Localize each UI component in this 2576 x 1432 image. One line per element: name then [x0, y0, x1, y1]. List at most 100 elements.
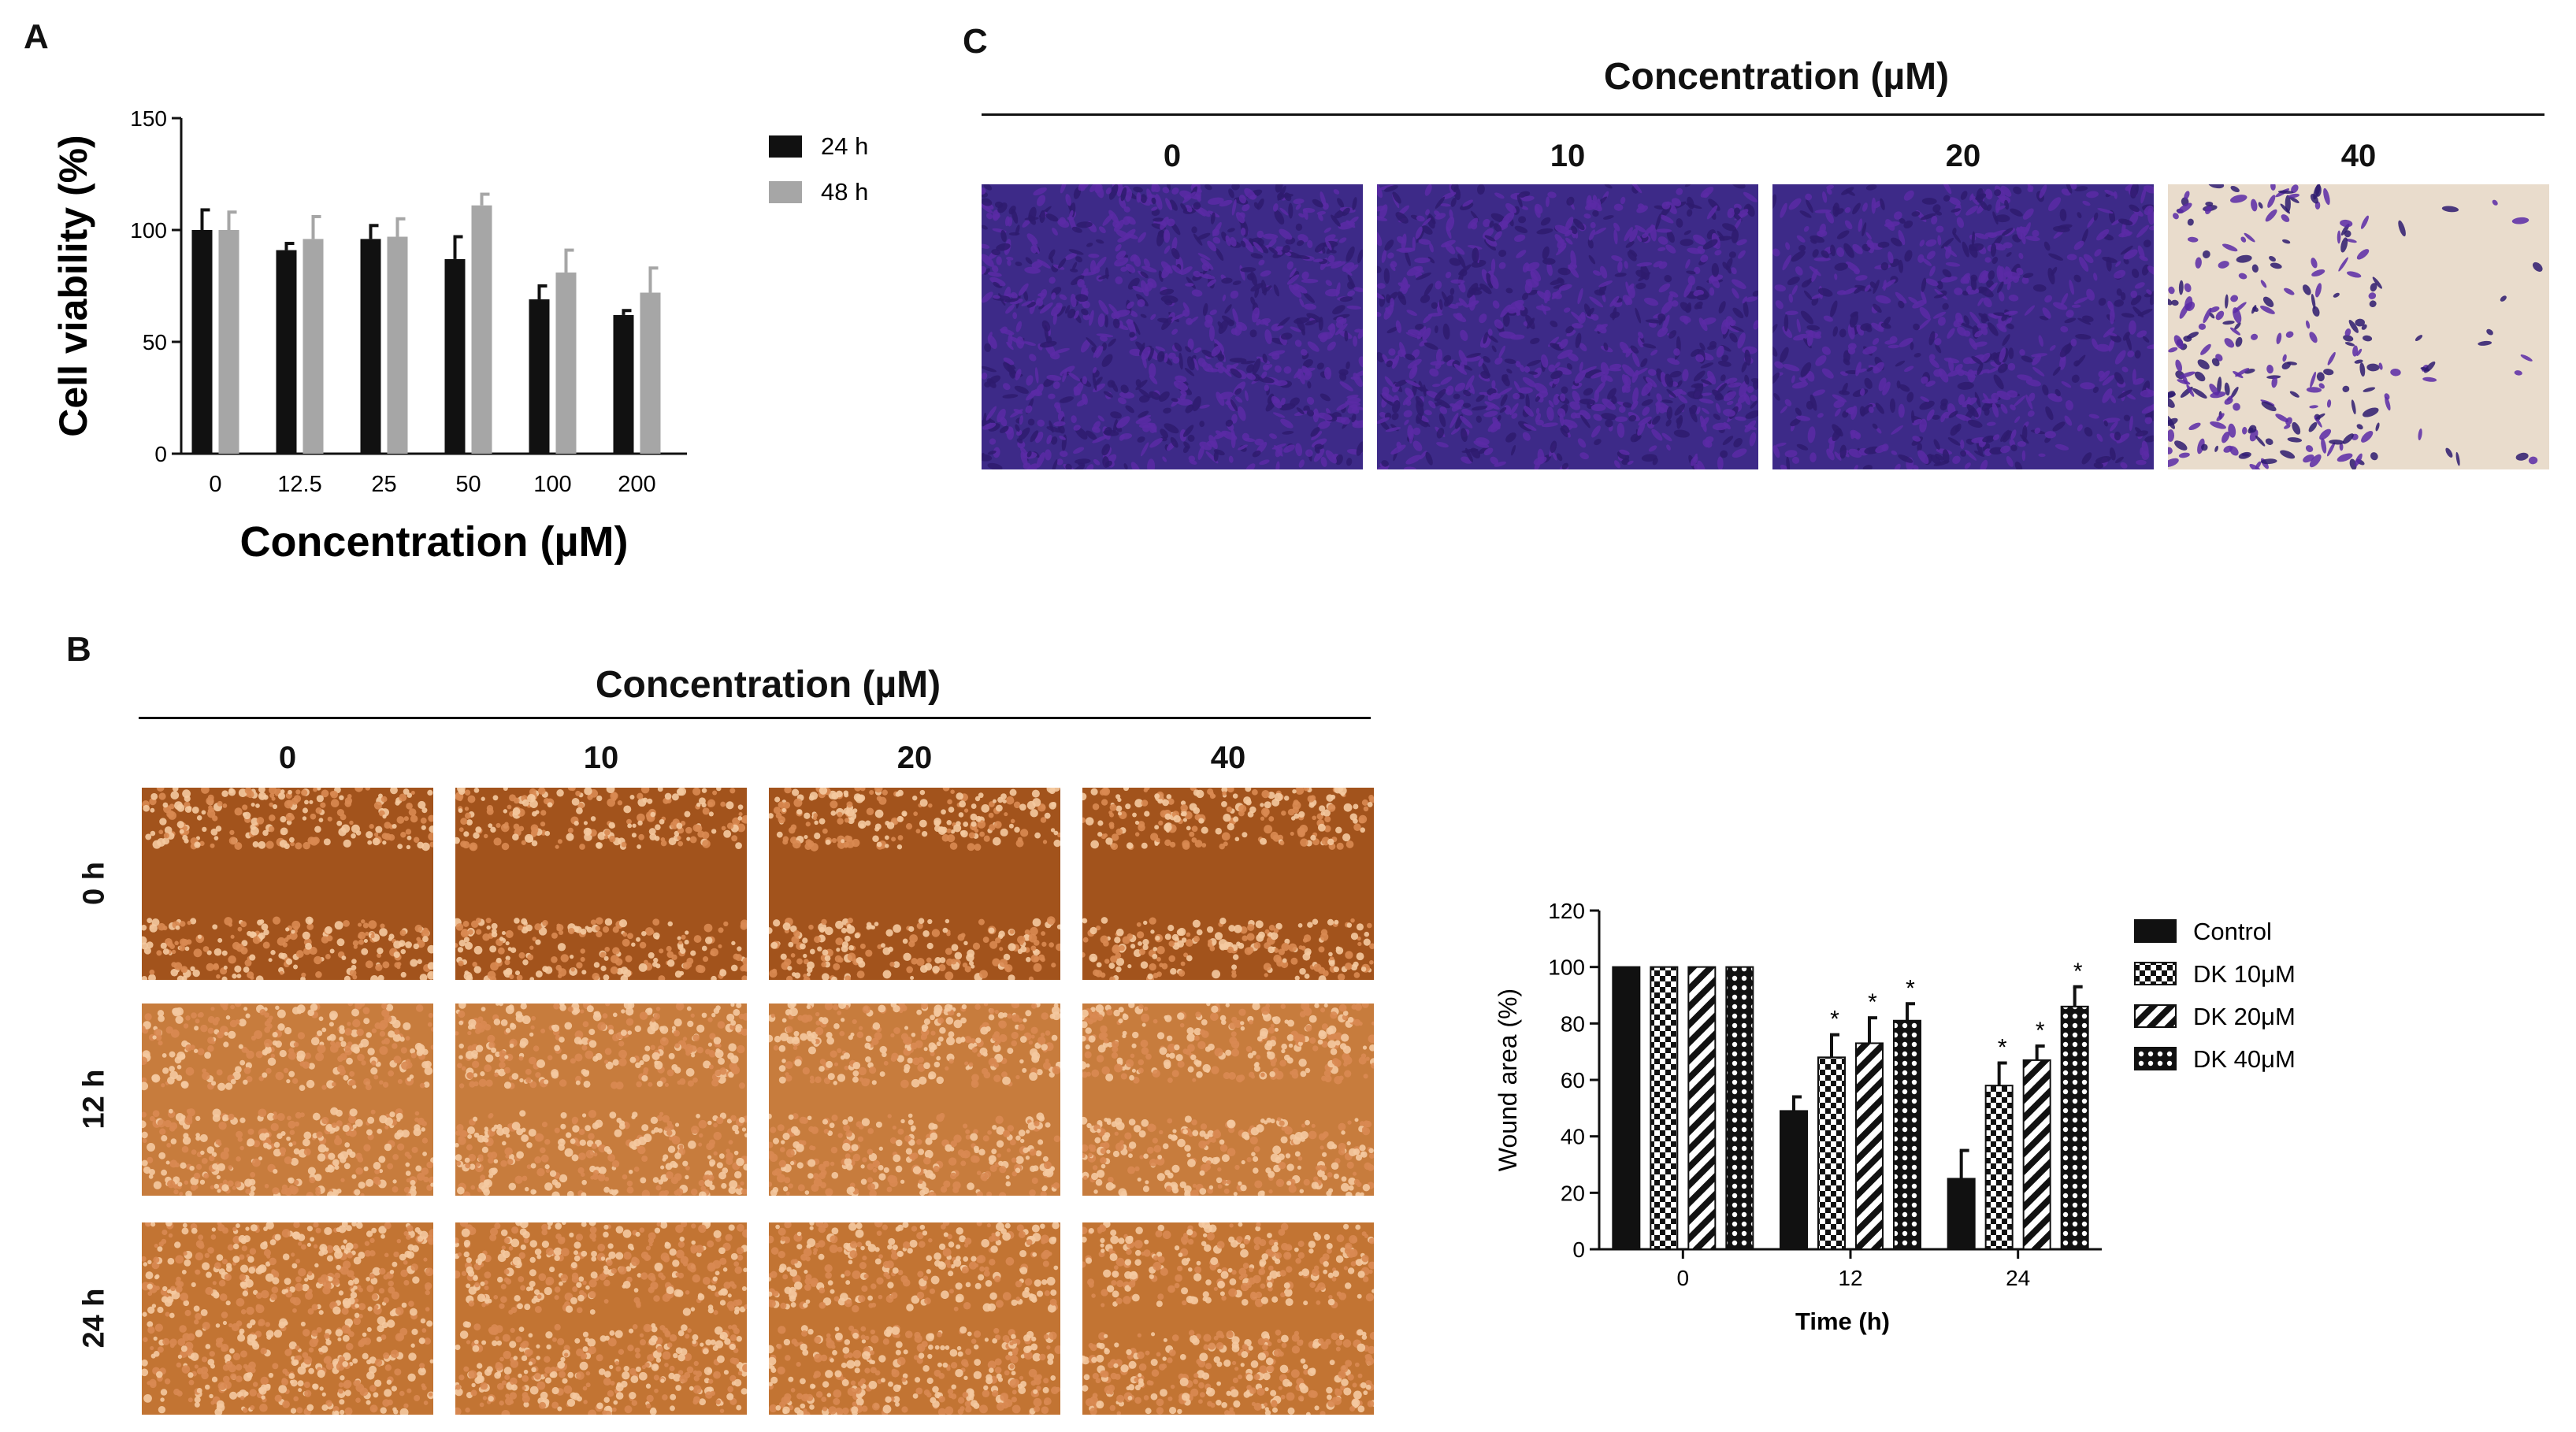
- wound-micrograph: [769, 1004, 1060, 1196]
- wound-micrograph: [455, 1004, 747, 1196]
- transwell-micrograph: [2168, 184, 2549, 469]
- chart-a-x-tick-label: 200: [618, 472, 655, 497]
- chart-b-legend-label: DK 10μM: [2193, 960, 2296, 988]
- chart-b-significance: *: [1998, 1035, 2007, 1061]
- chart-a-y-tick-label: 50: [143, 330, 167, 354]
- chart-a-legend-swatch: [769, 135, 802, 158]
- chart-a-bar: [555, 272, 577, 454]
- chart-a-bar: [387, 236, 408, 454]
- panel-c-column-label: 20: [1945, 139, 1981, 173]
- chart-b-significance: *: [2073, 959, 2083, 985]
- chart-a-legend-label: 24 h: [821, 132, 868, 160]
- wound-micrograph: [142, 1004, 433, 1196]
- chart-b-y-tick-label: 0: [1572, 1237, 1585, 1262]
- transwell-micrograph: [982, 184, 1363, 469]
- chart-b-bar: [1780, 1110, 1808, 1250]
- panel-b-column-label: 10: [583, 740, 619, 775]
- chart-a-x-tick-label: 0: [209, 472, 221, 497]
- chart-b-legend-swatch: [2134, 1047, 2177, 1070]
- chart-a-x-tick-label: 25: [371, 472, 396, 497]
- wound-micrograph: [1082, 788, 1374, 980]
- chart-b-x-tick-label: 24: [2006, 1266, 2030, 1290]
- transwell-micrograph: [1772, 184, 2154, 469]
- panel-c-rule: [982, 113, 2544, 116]
- chart-b-significance: *: [1868, 989, 1877, 1015]
- chart-b-y-tick-label: 120: [1548, 899, 1585, 923]
- wound-micrograph: [142, 1222, 433, 1415]
- chart-a-x-tick-label: 12.5: [277, 472, 321, 497]
- chart-a-legend-label: 48 h: [821, 178, 868, 206]
- chart-b-y-tick-label: 40: [1561, 1125, 1585, 1149]
- chart-a-bar: [276, 250, 297, 454]
- panel-c-column-label: 10: [1550, 139, 1586, 173]
- panel-b-rule: [139, 717, 1371, 719]
- chart-a-bar: [218, 230, 239, 454]
- panel-b-title: Concentration (µM): [595, 664, 941, 706]
- chart-b-bar: [1725, 966, 1754, 1250]
- chart-b-x-tick-label: 0: [1677, 1266, 1690, 1290]
- chart-b-legend-swatch: [2134, 919, 2177, 943]
- chart-b-bar: [1817, 1056, 1846, 1251]
- panel-b-column-label: 20: [896, 740, 933, 775]
- wound-micrograph: [1082, 1222, 1374, 1415]
- chart-a-y-tick-label: 100: [130, 218, 167, 243]
- chart-b-bar: [2022, 1059, 2051, 1250]
- chart-b-legend-label: DK 40μM: [2193, 1045, 2296, 1073]
- chart-a-y-tick-label: 150: [130, 106, 167, 131]
- panel-c-title: Concentration (µM): [1603, 56, 1950, 98]
- wound-micrograph: [769, 788, 1060, 980]
- chart-b-y-tick-label: 100: [1548, 955, 1585, 980]
- panel-c-column-label: 40: [2340, 139, 2377, 173]
- chart-a-legend-swatch: [769, 181, 802, 203]
- wound-micrograph: [1082, 1004, 1374, 1196]
- chart-a-x-tick-label: 50: [455, 472, 481, 497]
- panel-a-letter: A: [24, 17, 49, 56]
- chart-b-y-tick-label: 60: [1561, 1068, 1585, 1093]
- chart-b-significance: *: [1830, 1007, 1839, 1033]
- chart-a-x-label: Concentration (µM): [239, 518, 628, 566]
- chart-b-legend-label: Control: [2193, 918, 2272, 945]
- chart-a-y-tick-label: 0: [154, 442, 167, 466]
- chart-a: 0 50 100 150 0 12.5 25 50 100 200 Cell viability (…: [51, 106, 868, 566]
- wound-micrograph: [769, 1222, 1060, 1415]
- chart-b-bar: [1687, 966, 1717, 1250]
- panel-c-letter: C: [963, 22, 988, 61]
- wound-micrograph: [142, 788, 433, 980]
- chart-a-bar: [471, 205, 492, 454]
- chart-b-y-label: Wound area (%): [1494, 989, 1522, 1171]
- chart-a-bar: [191, 230, 213, 454]
- panel-b-letter: B: [66, 630, 91, 669]
- chart-b-bar: [2060, 1005, 2089, 1251]
- chart-a-bar: [444, 258, 466, 454]
- panel-b-column-label: 40: [1210, 740, 1246, 775]
- chart-b-bar: [1947, 1178, 1976, 1250]
- chart-b-legend-label: DK 20μM: [2193, 1003, 2296, 1030]
- chart-b-bar: [1855, 1042, 1884, 1250]
- chart-b-bar: [1984, 1085, 2014, 1250]
- chart-b-legend-swatch: [2134, 962, 2177, 985]
- chart-a-bar: [303, 239, 324, 454]
- chart-b-x-tick-label: 12: [1838, 1266, 1862, 1290]
- chart-b-significance: *: [1906, 975, 1915, 1001]
- chart-a-y-label: Cell viability (%): [51, 135, 95, 436]
- chart-a-bar: [529, 299, 550, 454]
- panel-b-column-label: 0: [278, 740, 297, 775]
- chart-b-y-tick-label: 80: [1561, 1011, 1585, 1036]
- chart-a-bar: [360, 239, 381, 454]
- transwell-micrograph: [1377, 184, 1758, 469]
- chart-a-bar: [640, 292, 661, 454]
- chart-a-bar: [613, 314, 634, 454]
- wound-micrograph: [455, 788, 747, 980]
- chart-a-x-tick-label: 100: [533, 472, 571, 497]
- chart-b-bar: [1650, 966, 1679, 1250]
- chart-b-y-tick-label: 20: [1561, 1181, 1585, 1205]
- chart-b-legend-swatch: [2134, 1004, 2177, 1028]
- chart-b-bar: [1612, 966, 1641, 1250]
- chart-b-bar: [1893, 1019, 1921, 1250]
- chart-b-x-label: Time (h): [1795, 1308, 1890, 1335]
- chart-b: 0 20 40 60 80 100 120 0 12 * * * 24 * * * Wound area (%)…: [1494, 899, 2296, 1335]
- wound-micrograph: [455, 1222, 747, 1415]
- panel-c-column-label: 0: [1163, 139, 1182, 173]
- chart-b-significance: *: [2036, 1018, 2045, 1044]
